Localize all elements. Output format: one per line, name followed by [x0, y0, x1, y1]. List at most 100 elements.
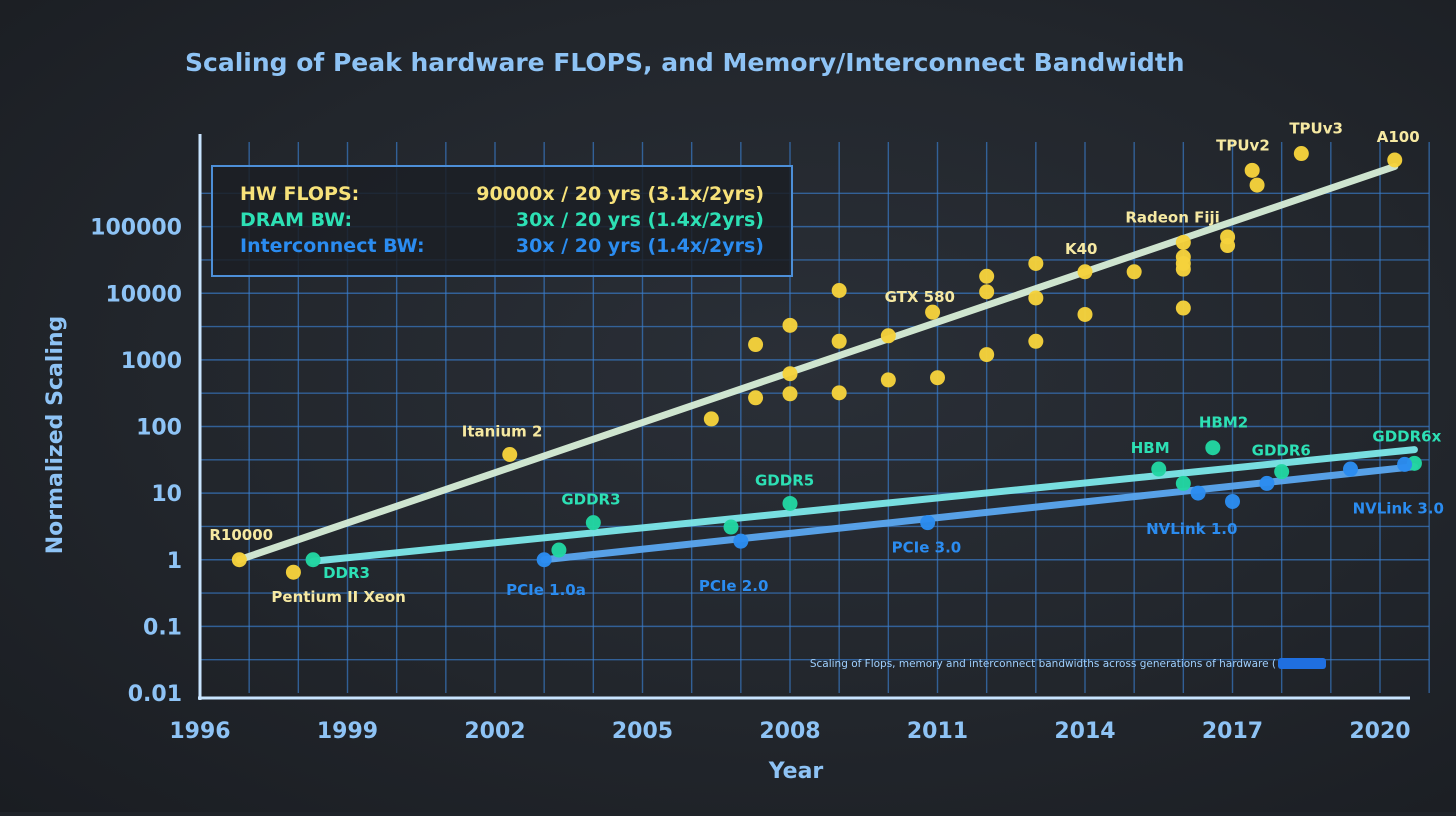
- chart-note-text: Scaling of Flops, memory and interconnec…: [810, 658, 1276, 670]
- legend: HW FLOPS: 90000x / 20 yrs (3.1x/2yrs) DR…: [211, 165, 793, 277]
- point-hw-flops: [1387, 152, 1403, 168]
- point-interconnect-bw: [733, 533, 749, 549]
- point-hw-flops: [1175, 261, 1191, 277]
- point-label-pentium-ii-xeon: Pentium II Xeon: [271, 588, 405, 606]
- point-hw-flops: [782, 317, 798, 333]
- point-hw-flops: [231, 552, 247, 568]
- y-tick-label: 1: [167, 549, 182, 574]
- point-hw-flops: [1175, 234, 1191, 250]
- x-tick-label: 2011: [907, 719, 968, 744]
- legend-dram-rate: 30x / 20 yrs (1.4x/2yrs): [516, 209, 764, 231]
- point-hw-flops: [1293, 146, 1309, 162]
- point-label-ddr3: DDR3: [323, 564, 370, 582]
- point-hw-flops: [285, 564, 301, 580]
- chart-note-swatch: [1278, 658, 1326, 669]
- x-tick-label: 2020: [1349, 719, 1410, 744]
- point-interconnect-bw: [1343, 461, 1358, 477]
- point-hw-flops: [880, 372, 896, 388]
- point-interconnect-bw: [536, 552, 552, 568]
- point-dram-bw: [1274, 464, 1290, 480]
- point-label-itanium-2: Itanium 2: [462, 422, 543, 440]
- chart-title: Scaling of Peak hardware FLOPS, and Memo…: [185, 48, 1185, 77]
- point-label-r10000: R10000: [209, 526, 273, 544]
- x-tick-label: 1999: [317, 719, 378, 744]
- y-tick-label: 0.1: [143, 615, 182, 640]
- point-label-tpuv3: TPUv3: [1289, 120, 1343, 138]
- point-label-hbm2: HBM2: [1199, 414, 1248, 432]
- point-label-pcie-1-0a: PCIe 1.0a: [506, 581, 586, 599]
- point-dram-bw: [723, 519, 739, 535]
- legend-interconnect-name: Interconnect BW:: [240, 235, 425, 257]
- trend-line-dram-bw: [309, 446, 1418, 565]
- x-tick-label: 2005: [612, 719, 673, 744]
- point-label-hbm: HBM: [1131, 439, 1170, 457]
- point-hw-flops: [1175, 300, 1191, 316]
- point-dram-bw: [551, 542, 567, 558]
- point-hw-flops: [1028, 290, 1044, 306]
- point-interconnect-bw: [1190, 485, 1206, 501]
- x-tick-label: 2002: [464, 719, 525, 744]
- point-hw-flops: [1244, 162, 1260, 178]
- point-hw-flops: [1126, 264, 1142, 280]
- point-dram-bw: [782, 495, 798, 511]
- point-hw-flops: [502, 446, 518, 462]
- point-interconnect-bw: [920, 515, 936, 531]
- point-hw-flops: [1220, 238, 1236, 254]
- point-hw-flops: [930, 370, 945, 386]
- point-label-a100: A100: [1377, 128, 1420, 146]
- point-label-gddr5: GDDR5: [755, 471, 814, 489]
- y-tick-label: 10: [151, 482, 182, 507]
- point-label-k40: K40: [1065, 240, 1098, 258]
- trend-line-hw-flops: [235, 162, 1399, 564]
- axes: [198, 134, 1410, 700]
- point-hw-flops: [831, 282, 847, 298]
- point-hw-flops: [979, 268, 995, 284]
- legend-interconnect-rate: 30x / 20 yrs (1.4x/2yrs): [516, 235, 764, 257]
- point-hw-flops: [1249, 177, 1265, 193]
- point-dram-bw: [585, 515, 601, 531]
- point-hw-flops: [748, 337, 764, 353]
- trend-line-interconnect-bw: [540, 463, 1418, 564]
- chart-note: Scaling of Flops, memory and interconnec…: [810, 658, 1326, 670]
- x-tick-label: 1996: [169, 719, 230, 744]
- point-dram-bw: [305, 552, 321, 568]
- point-dram-bw: [1175, 475, 1191, 491]
- y-tick-label: 1000: [121, 349, 182, 374]
- point-hw-flops: [782, 366, 798, 382]
- point-label-gddr6: GDDR6: [1252, 442, 1311, 460]
- x-tick-labels: 1996 1999 2002 2005 2008 2011 2014 2017 2020: [169, 719, 1410, 744]
- point-label-nvlink-3-0: NVLink 3.0: [1353, 499, 1444, 517]
- point-interconnect-bw: [1397, 456, 1413, 472]
- legend-box: [211, 165, 793, 277]
- point-interconnect-bw: [1225, 493, 1240, 509]
- x-tick-label: 2017: [1202, 719, 1263, 744]
- point-label-radeon-fiji: Radeon Fiji: [1125, 208, 1219, 226]
- point-interconnect-bw: [1259, 475, 1275, 491]
- point-hw-flops: [880, 328, 896, 344]
- point-hw-flops: [831, 385, 847, 401]
- point-label-gtx-580: GTX 580: [885, 288, 955, 306]
- point-label-nvlink-1-0: NVLink 1.0: [1146, 520, 1237, 538]
- legend-flops-rate: 90000x / 20 yrs (3.1x/2yrs): [476, 183, 764, 205]
- y-tick-label: 0.01: [128, 682, 182, 707]
- point-hw-flops: [782, 386, 798, 402]
- point-hw-flops: [1077, 306, 1093, 322]
- point-label-pcie-2-0: PCIe 2.0: [699, 577, 769, 595]
- point-hw-flops: [748, 390, 764, 406]
- point-dram-bw: [1205, 440, 1221, 456]
- y-tick-label: 100: [136, 416, 182, 441]
- point-hw-flops: [925, 304, 941, 320]
- point-hw-flops: [1028, 255, 1044, 271]
- data-points: [231, 146, 1422, 580]
- x-axis-label: Year: [768, 759, 824, 784]
- legend-flops-name: HW FLOPS:: [240, 183, 359, 205]
- point-hw-flops: [1028, 333, 1044, 349]
- point-label-tpuv2: TPUv2: [1216, 136, 1270, 154]
- y-tick-label: 10000: [105, 282, 182, 307]
- point-hw-flops: [703, 411, 719, 427]
- point-hw-flops: [979, 284, 995, 300]
- point-label-gddr6x: GDDR6x: [1372, 427, 1441, 445]
- y-tick-labels: 0.01 0.1 1 10 100 1000 10000 100000: [90, 216, 182, 707]
